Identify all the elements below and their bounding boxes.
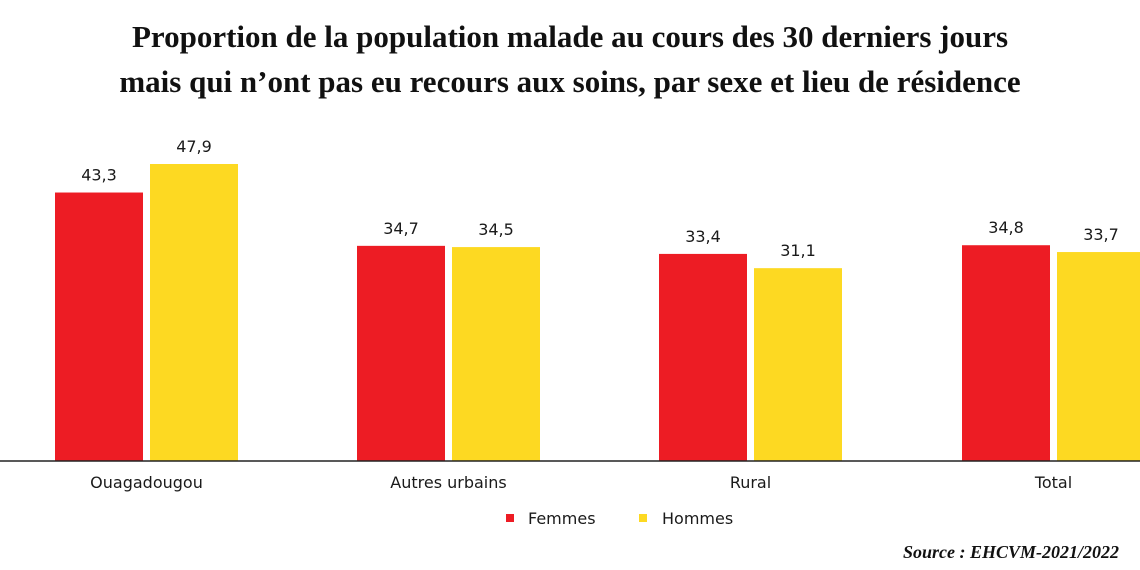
value-label-hommes-autres-urbains: 34,5 <box>478 220 514 239</box>
bar-hommes-ouagadougou <box>150 164 238 461</box>
legend-swatch-hommes <box>639 514 647 522</box>
bar-hommes-autres-urbains <box>452 247 540 461</box>
x-axis-tick-labels: Ouagadougou Autres urbains Rural Total <box>90 473 1072 492</box>
chart-title-line-2: mais qui n’ont pas eu recours aux soins,… <box>119 64 1020 99</box>
bar-femmes-autres-urbains <box>357 245 445 461</box>
legend: Femmes Hommes <box>506 509 733 528</box>
bar-femmes-rural <box>659 253 747 461</box>
x-tick-label-total: Total <box>1034 473 1072 492</box>
bar-hommes-total <box>1057 252 1140 461</box>
bars <box>55 164 1140 462</box>
source-note: Source : EHCVM-2021/2022 <box>903 542 1119 562</box>
bar-femmes-ouagadougou <box>55 192 143 462</box>
value-label-femmes-autres-urbains: 34,7 <box>383 219 419 238</box>
x-tick-label-rural: Rural <box>730 473 771 492</box>
value-label-hommes-rural: 31,1 <box>780 241 816 260</box>
legend-label-femmes: Femmes <box>528 509 596 528</box>
bar-hommes-rural <box>754 268 842 461</box>
chart-title: Proportion de la population malade au co… <box>119 19 1020 99</box>
x-tick-label-ouagadougou: Ouagadougou <box>90 473 203 492</box>
value-label-femmes-rural: 33,4 <box>685 227 721 246</box>
bar-femmes-total <box>962 245 1050 461</box>
value-label-femmes-ouagadougou: 43,3 <box>81 166 117 185</box>
value-label-hommes-total: 33,7 <box>1083 225 1119 244</box>
chart-title-line-1: Proportion de la population malade au co… <box>132 19 1008 54</box>
value-label-femmes-total: 34,8 <box>988 218 1024 237</box>
value-label-hommes-ouagadougou: 47,9 <box>176 137 212 156</box>
legend-label-hommes: Hommes <box>662 509 733 528</box>
legend-swatch-femmes <box>506 514 514 522</box>
x-tick-label-autres-urbains: Autres urbains <box>390 473 506 492</box>
value-labels: 43,3 47,9 34,7 34,5 33,4 31,1 34,8 33,7 <box>81 137 1119 260</box>
